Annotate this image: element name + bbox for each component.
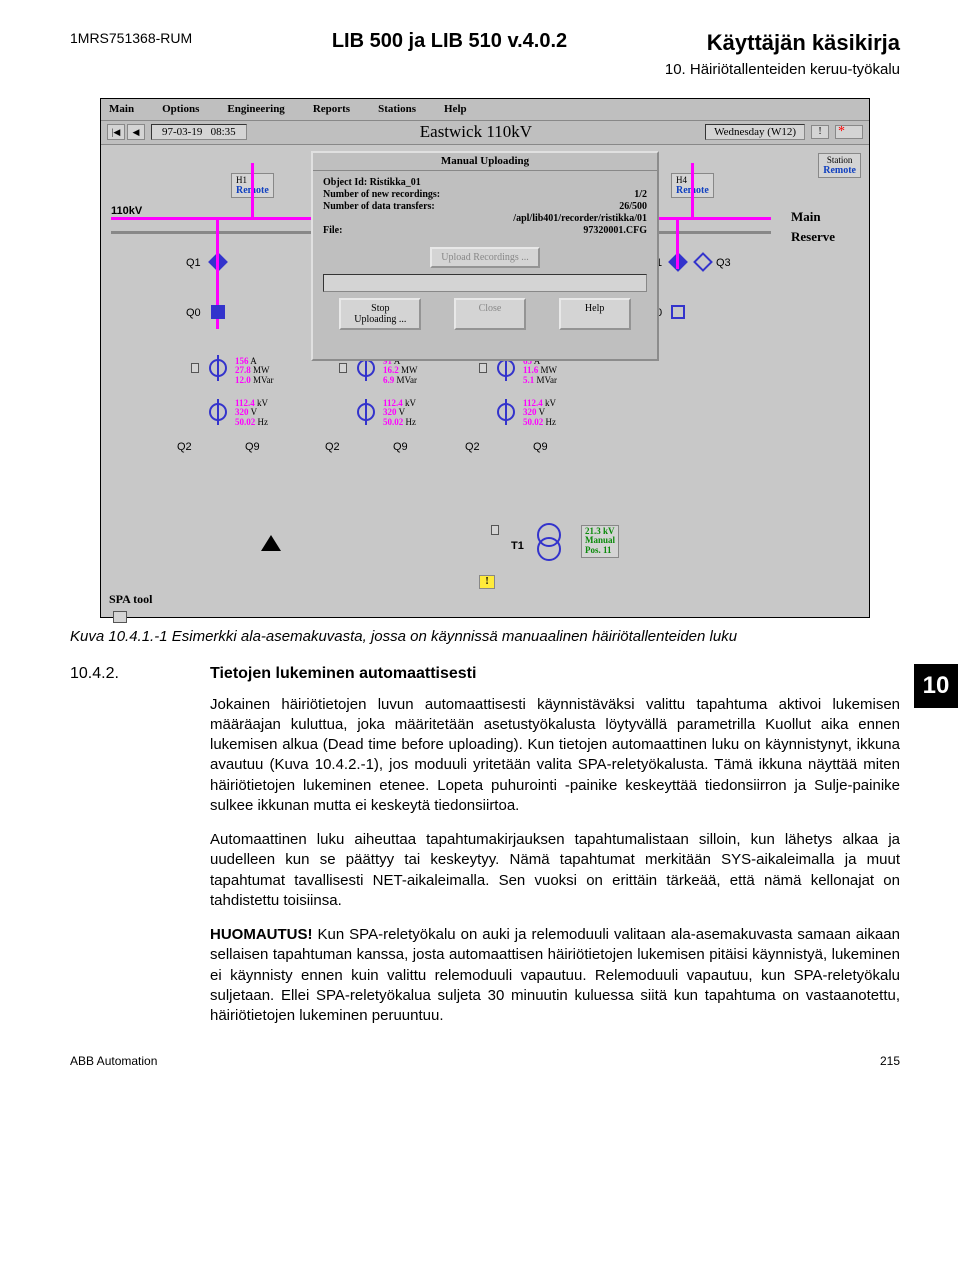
date-field: 97-03-19 08:35 [151,124,247,140]
q9-3-label: Q9 [533,441,548,453]
meas1-values: 156 A 27.8 MW 12.0 MVar [235,357,274,387]
reserve-label: Reserve [791,229,835,245]
volt1-values: 112.4 kV 320 V 50.02 Hz [235,399,268,429]
volt3-values: 112.4 kV 320 V 50.02 Hz [523,399,556,429]
menu-options[interactable]: Options [162,103,199,115]
meas2-ct [357,359,375,377]
titlebar: |◀ ◀ 97-03-19 08:35 Eastwick 110kV Wedne… [101,121,869,145]
spa-tool-icon[interactable] [113,611,127,623]
bus-voltage-label: 110kV [111,205,142,217]
q3-label: Q3 [716,257,731,269]
day-field: Wednesday (W12) [705,124,805,140]
menu-stations[interactable]: Stations [378,103,416,115]
progress-bar [323,274,647,292]
main-label: Main [791,209,821,225]
volt3-vt [497,403,515,421]
paragraph-2: Automaattinen luku aiheuttaa tapahtumaki… [210,830,900,911]
alarm-list-button[interactable] [835,125,863,139]
manual-title: Käyttäjän käsikirja [707,30,900,56]
meas2-values: 91 A 16.2 MW 6.9 MVar [383,357,418,387]
q0-label: Q0 [186,307,201,319]
t1-icon [491,525,499,535]
menu-main[interactable]: Main [109,103,134,115]
help-button[interactable]: Help [559,298,631,330]
stop-button[interactable]: Stop Uploading ... [339,298,421,330]
paragraph-1: Jokainen häiriötietojen luvun automaatti… [210,695,900,817]
section-number: 10.4.2. [70,665,210,683]
t1-status: 21.3 kV Manual Pos. 11 [581,525,619,559]
page-number: 215 [880,1054,900,1068]
q1-label: Q1 [186,257,201,269]
meas2-icon [339,363,347,373]
feeder-q1b [676,219,679,269]
meas3-ct [497,359,515,377]
meas3-icon [479,363,487,373]
manual-upload-dialog: Manual Uploading Object Id: Ristikka_01 … [311,151,659,361]
upload-button[interactable]: Upload Recordings ... [430,247,540,268]
footer-company: ABB Automation [70,1054,157,1068]
figure-caption: Kuva 10.4.1.-1 Esimerkki ala-asemakuvast… [70,628,900,645]
nav-first-button[interactable]: |◀ [107,124,125,140]
q2-3-label: Q2 [465,441,480,453]
paragraph-3: HUOMAUTUS! Kun SPA-reletyökalu on auki j… [210,925,900,1026]
section-title: Tietojen lukeminen automaattisesti [210,665,476,683]
app-screenshot: Main Options Engineering Reports Station… [100,98,870,618]
close-button[interactable]: Close [454,298,526,330]
chapter-title: 10. Häiriötallenteiden keruu-työkalu [70,60,900,80]
nav-prev-button[interactable]: ◀ [127,124,145,140]
q9-1-label: Q9 [245,441,260,453]
q9-2-label: Q9 [393,441,408,453]
menu-reports[interactable]: Reports [313,103,350,115]
feeder-h1 [251,163,254,217]
station-title: Eastwick 110kV [247,122,705,142]
volt2-values: 112.4 kV 320 V 50.02 Hz [383,399,416,429]
q2-2-label: Q2 [325,441,340,453]
volt1-vt [209,403,227,421]
spa-tool-label: SPA tool [109,592,152,607]
meas1-icon [191,363,199,373]
chapter-tab: 10 [914,664,958,708]
station-status-tag: Station Remote [818,153,861,178]
t1-label: T1 [511,540,524,552]
q0-breaker[interactable] [211,305,225,319]
single-line-diagram: Station Remote H1 Remote H4 Remote 110kV… [101,145,869,617]
doc-title: LIB 500 ja LIB 510 v.4.0.2 [332,30,567,53]
ground-symbol [261,535,281,551]
volt2-vt [357,403,375,421]
menu-engineering[interactable]: Engineering [227,103,284,115]
dialog-title: Manual Uploading [313,153,657,171]
q3-switch[interactable] [693,252,713,272]
q0b-breaker[interactable] [671,305,685,319]
doc-id: 1MRS751368-RUM [70,30,192,46]
menubar: Main Options Engineering Reports Station… [101,99,869,121]
warning-icon[interactable]: ! [479,575,495,589]
meas1-ct [209,359,227,377]
meas3-values: 65 A 11.6 MW 5.1 MVar [523,357,557,387]
alarm-indicator[interactable]: ! [811,125,829,139]
q2-1-label: Q2 [177,441,192,453]
menu-help[interactable]: Help [444,103,467,115]
feeder-h4 [691,163,694,217]
